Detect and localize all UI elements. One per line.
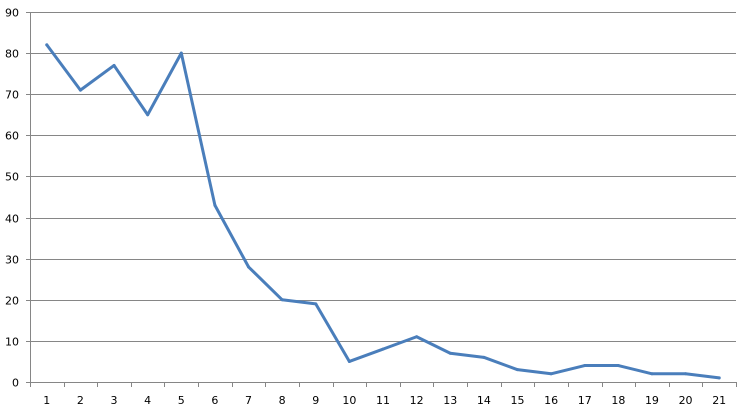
x-tick-label: 5: [178, 394, 185, 407]
x-tick-label: 4: [144, 394, 151, 407]
x-tick-label: 9: [312, 394, 319, 407]
x-tick-label: 1: [43, 394, 50, 407]
y-tick-label: 40: [5, 213, 19, 226]
y-tick-label: 10: [5, 336, 19, 349]
data-point: [482, 355, 486, 359]
x-tick-label: 17: [578, 394, 592, 407]
x-tick-label: 2: [77, 394, 84, 407]
x-tick-label: 11: [376, 394, 390, 407]
data-point: [515, 368, 519, 372]
y-tick-label: 60: [5, 130, 19, 143]
x-tick-label: 8: [279, 394, 286, 407]
y-tick-label: 30: [5, 254, 19, 267]
x-tick-label: 10: [342, 394, 356, 407]
x-tick-label: 15: [510, 394, 524, 407]
y-tick-label: 70: [5, 89, 19, 102]
data-point: [213, 203, 217, 207]
x-tick-label: 6: [211, 394, 218, 407]
x-tick-label: 20: [679, 394, 693, 407]
data-point: [314, 302, 318, 306]
data-point: [78, 88, 82, 92]
data-point: [684, 372, 688, 376]
x-tick-label: 21: [712, 394, 726, 407]
data-point: [45, 43, 49, 47]
x-tick-label: 18: [611, 394, 625, 407]
data-point: [381, 347, 385, 351]
y-tick-label: 20: [5, 295, 19, 308]
y-tick-label: 50: [5, 171, 19, 184]
x-tick-label: 13: [443, 394, 457, 407]
x-tick-label: 16: [544, 394, 558, 407]
x-tick-label: 7: [245, 394, 252, 407]
data-point: [280, 298, 284, 302]
data-point: [179, 51, 183, 55]
y-tick-label: 80: [5, 48, 19, 61]
x-tick-label: 19: [645, 394, 659, 407]
data-point: [717, 376, 721, 380]
data-point: [650, 372, 654, 376]
x-tick-label: 12: [410, 394, 424, 407]
x-tick-label: 14: [477, 394, 491, 407]
data-point: [112, 63, 116, 67]
y-tick-label: 0: [12, 377, 19, 390]
data-point: [146, 113, 150, 117]
data-point: [415, 335, 419, 339]
data-point: [347, 359, 351, 363]
data-point: [549, 372, 553, 376]
data-point: [583, 364, 587, 368]
data-point: [448, 351, 452, 355]
data-point: [616, 364, 620, 368]
x-tick-label: 3: [111, 394, 118, 407]
data-point: [247, 265, 251, 269]
y-tick-label: 90: [5, 7, 19, 20]
